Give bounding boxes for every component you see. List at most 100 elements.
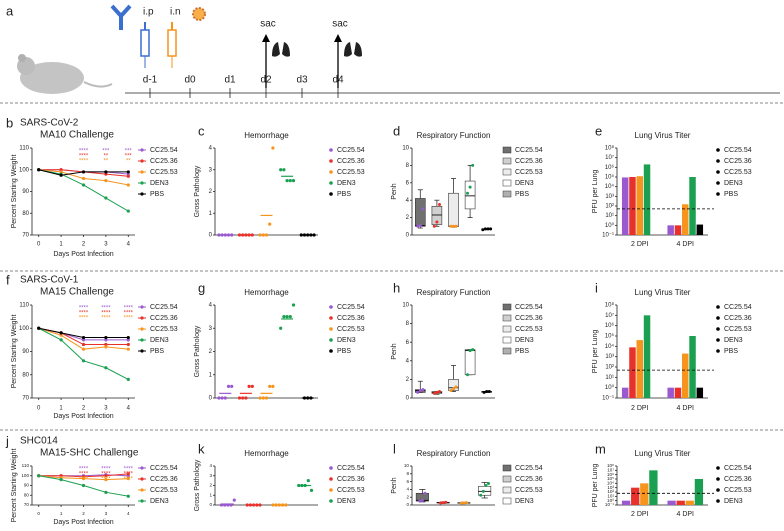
significance: **** xyxy=(124,472,134,478)
y-tick-label: 2 xyxy=(209,349,213,355)
panel-letter: d xyxy=(393,123,400,138)
legend-marker xyxy=(329,316,333,320)
point xyxy=(268,384,272,388)
legend-label: DEN3 xyxy=(150,498,169,505)
legend-label: CC25.54 xyxy=(724,304,752,311)
y-tick-label: 0 xyxy=(209,396,213,402)
panel-letter: c xyxy=(198,123,205,138)
y-tick-label: 10 xyxy=(402,146,409,152)
point xyxy=(271,384,275,388)
significance: **** xyxy=(101,311,111,317)
y-tick-label: 100 xyxy=(19,167,30,173)
legend-label: DEN3 xyxy=(724,498,743,505)
point xyxy=(104,490,108,494)
syringe-in xyxy=(167,29,177,57)
point xyxy=(59,478,63,482)
legend-marker xyxy=(140,148,144,152)
legend-marker xyxy=(140,192,144,196)
legend-label: CC25.54 xyxy=(150,147,178,154)
legend-box xyxy=(502,347,512,355)
legend-label: PBS xyxy=(150,191,164,198)
point xyxy=(126,342,130,347)
y-tick-label: 10⁵ xyxy=(605,174,615,181)
x-tick-label: 0 xyxy=(37,511,40,516)
y-axis-label: Gross Pathology xyxy=(194,459,201,511)
arrow-head xyxy=(262,34,270,42)
virus xyxy=(192,7,206,21)
y-tick-label: 70 xyxy=(24,502,30,507)
chart: m Lung Virus Titer10⁻¹10⁰10¹10²10³10⁴10⁵1… xyxy=(592,441,752,517)
point xyxy=(466,191,469,195)
chart-title: Lung Virus Titer xyxy=(635,449,691,458)
point xyxy=(462,501,466,505)
y-axis-label: PFU per Lung xyxy=(592,464,599,508)
y-tick-label: 10⁴ xyxy=(605,183,615,190)
legend-label: CC25.36 xyxy=(150,315,178,322)
legend-label: PBS xyxy=(337,191,351,198)
y-tick-label: 80 xyxy=(22,372,29,378)
bar xyxy=(696,387,704,398)
legend-label: CC25.36 xyxy=(724,158,752,165)
x-tick-label: 3 xyxy=(105,511,108,516)
point xyxy=(250,384,254,388)
y-tick-label: 10² xyxy=(607,489,614,494)
point xyxy=(468,185,472,189)
chart-title: Lung Virus Titer xyxy=(635,288,691,297)
legend-label: CC25.54 xyxy=(724,465,752,472)
syringe-ip xyxy=(140,29,150,57)
significance: **** xyxy=(79,149,89,155)
legend-label: PBS xyxy=(724,191,738,198)
legend-marker xyxy=(329,305,333,309)
point xyxy=(432,224,436,228)
legend-label: CC25.36 xyxy=(337,315,365,322)
chart: d Respiratory Function 0 2 4 6 8 10 Penh CC25.54 C… xyxy=(391,123,543,238)
point xyxy=(104,170,108,174)
point xyxy=(81,477,86,481)
point xyxy=(435,220,439,224)
legend-marker xyxy=(329,170,333,174)
y-tick-label: 10⁸ xyxy=(605,145,615,152)
point xyxy=(104,366,108,370)
y-tick-label: 2 xyxy=(406,377,410,383)
bar xyxy=(631,487,640,505)
bar xyxy=(667,500,676,505)
y-tick-label: 2 xyxy=(406,215,410,221)
point xyxy=(449,389,453,393)
legend-label: CC25.36 xyxy=(515,158,543,165)
box xyxy=(464,349,476,376)
point xyxy=(418,499,422,503)
point xyxy=(279,326,283,330)
legend-label: CC25.36 xyxy=(724,315,752,322)
bar xyxy=(643,315,651,398)
panel-letter: j xyxy=(5,433,9,448)
y-axis-label: Penh xyxy=(391,183,398,199)
point xyxy=(466,373,469,377)
legend-marker xyxy=(329,466,333,470)
y-tick-label: 0 xyxy=(209,233,213,239)
chart-title: Hemorrhage xyxy=(244,288,289,297)
y-tick-label: 10¹ xyxy=(605,213,614,219)
series-line xyxy=(38,327,129,380)
chart-title: Hemorrhage xyxy=(244,131,289,140)
y-tick-label: 0 xyxy=(406,233,410,239)
day-label: d3 xyxy=(296,75,308,86)
point xyxy=(59,173,63,177)
y-tick-label: 110 xyxy=(19,303,29,309)
chart: e Lung Virus Titer 10⁻¹ 10⁰ 10¹ 10² 10³ 10⁴ 10⁵ 1… xyxy=(592,123,752,247)
point xyxy=(104,474,108,478)
significance: **** xyxy=(101,316,111,322)
chart-subtitle: MA15-SHC Challenge xyxy=(40,448,139,459)
panel-letter: l xyxy=(393,441,396,456)
point xyxy=(454,385,458,389)
point xyxy=(420,498,424,502)
y-tick-label: 70 xyxy=(22,233,29,239)
y-tick-label: 100 xyxy=(19,326,30,332)
legend-box xyxy=(502,314,512,322)
legend-box xyxy=(502,157,512,165)
point xyxy=(421,388,425,392)
chart: k Hemorrhage 0 1 2 3 4 Gross Pathology CC25.54 CC… xyxy=(194,441,365,511)
legend-label: CC25.54 xyxy=(515,304,543,311)
y-tick-label: 4 xyxy=(209,463,212,468)
y-tick-label: 10⁻¹ xyxy=(605,502,615,507)
y-tick-label: 0 xyxy=(406,502,409,507)
